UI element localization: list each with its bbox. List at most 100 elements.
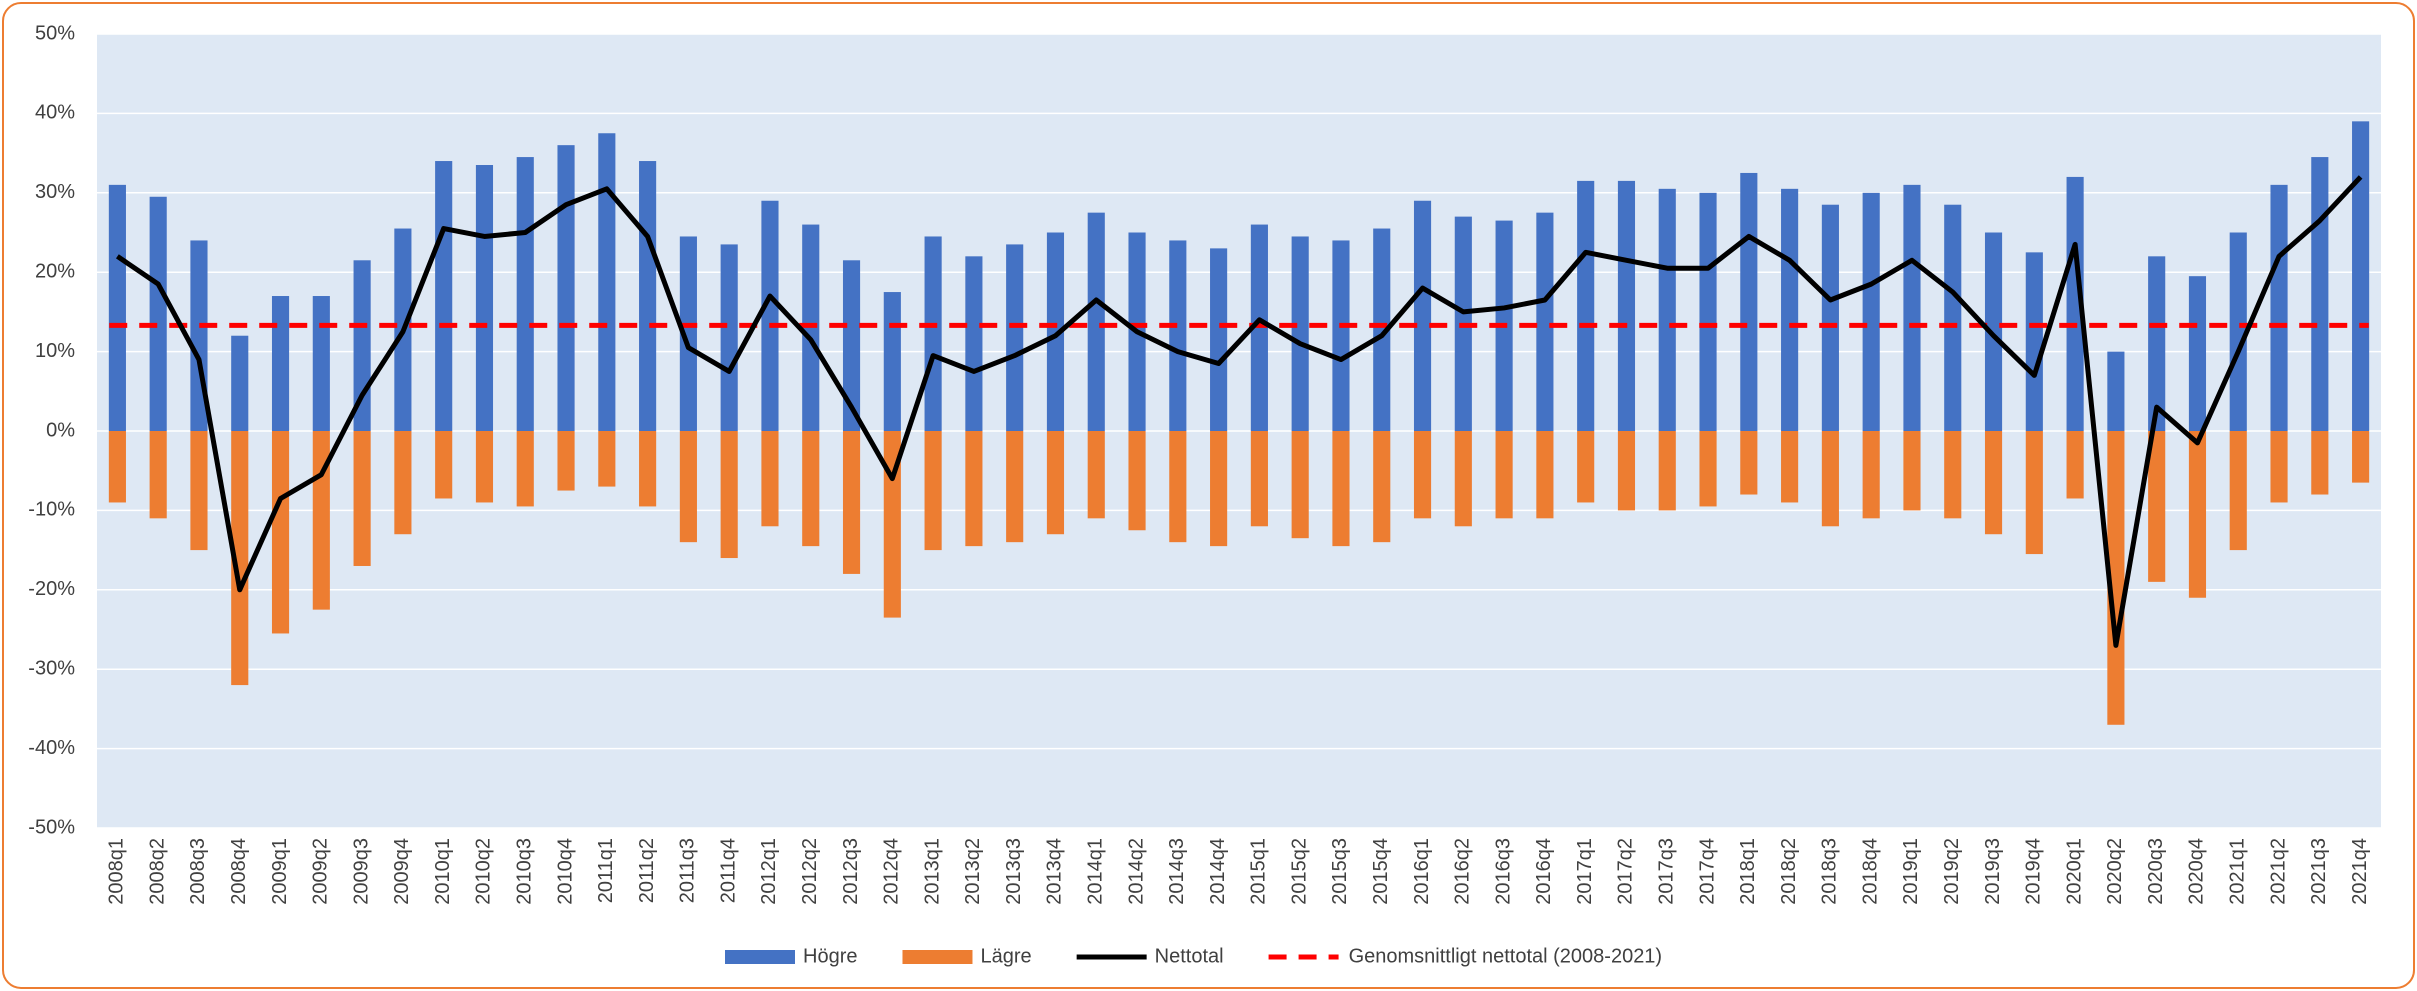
x-tick-label: 2021q1 <box>2227 838 2249 905</box>
x-tick-label: 2008q1 <box>106 838 128 905</box>
bar <box>271 296 290 431</box>
x-tick-label: 2013q1 <box>921 838 943 905</box>
bar <box>1046 431 1065 535</box>
x-tick-label: 2017q4 <box>1696 838 1718 905</box>
bar <box>394 431 412 535</box>
x-tick-label: 2014q1 <box>1085 838 1107 905</box>
x-tick-label: 2016q1 <box>1411 838 1433 905</box>
bar <box>1699 192 1717 431</box>
bar <box>2311 431 2329 495</box>
bar <box>1781 188 1799 431</box>
bar <box>1862 431 1880 519</box>
x-tick-label: 2011q4 <box>717 838 739 903</box>
bar <box>1984 232 2003 431</box>
bar <box>1332 431 1350 547</box>
bar <box>679 236 697 431</box>
x-tick-label: 2015q4 <box>1370 838 1392 905</box>
bar <box>1006 431 1024 543</box>
bar <box>761 200 779 431</box>
x-tick-label: 2014q3 <box>1166 838 1188 905</box>
x-tick-label: 2014q4 <box>1207 838 1229 905</box>
bar <box>1046 232 1065 431</box>
bar <box>598 431 616 487</box>
bar <box>475 431 494 503</box>
x-tick-label: 2016q2 <box>1452 838 1474 905</box>
x-tick-label: 2015q3 <box>1329 838 1351 905</box>
bar <box>2188 431 2207 598</box>
bar <box>2311 157 2329 431</box>
y-tick-label: 10% <box>35 340 75 362</box>
bar <box>2066 176 2084 431</box>
bar <box>1658 188 1676 431</box>
bar <box>1536 431 1554 519</box>
bar <box>1862 192 1880 431</box>
x-tick-label: 2009q3 <box>350 838 372 905</box>
bar <box>475 165 494 431</box>
bar <box>720 244 738 431</box>
bar <box>1740 172 1758 431</box>
bar <box>1781 431 1799 503</box>
bar <box>1984 431 2003 535</box>
y-tick-label: -30% <box>28 657 75 679</box>
bar <box>149 196 167 431</box>
bar <box>1821 204 1839 431</box>
bar <box>516 157 534 431</box>
legend-label: Nettotal <box>1155 945 1224 967</box>
legend-label: Lägre <box>980 945 1031 967</box>
bar <box>2107 351 2125 431</box>
x-tick-label: 2013q4 <box>1044 838 1066 905</box>
bar <box>1577 180 1595 431</box>
bar <box>720 431 738 559</box>
bar <box>1250 431 1268 527</box>
bar <box>1332 240 1350 431</box>
x-tick-label: 2014q2 <box>1125 838 1147 905</box>
bar <box>1658 431 1676 511</box>
y-tick-label: 20% <box>35 260 75 282</box>
bar <box>1903 431 1921 511</box>
x-tick-label: 2017q1 <box>1574 838 1596 905</box>
x-tick-label: 2021q4 <box>2349 838 2371 905</box>
x-tick-label: 2015q1 <box>1248 838 1270 905</box>
x-tick-label: 2019q3 <box>1982 838 2004 905</box>
x-tick-label: 2008q2 <box>146 838 168 905</box>
bar <box>2188 276 2207 431</box>
bar <box>842 431 861 574</box>
x-tick-label: 2015q2 <box>1288 838 1310 905</box>
x-tick-label: 2012q1 <box>758 838 780 905</box>
x-tick-label: 2020q3 <box>2145 838 2167 905</box>
bar <box>965 431 983 547</box>
bar <box>1087 212 1105 431</box>
bar <box>1454 431 1472 527</box>
x-tick-label: 2010q3 <box>514 838 536 905</box>
bar <box>1006 244 1024 431</box>
bar <box>1413 431 1432 519</box>
bar <box>231 431 249 686</box>
bar <box>761 431 779 527</box>
y-tick-label: -40% <box>28 737 75 759</box>
bar <box>883 292 901 431</box>
bar <box>2025 431 2043 555</box>
x-tick-label: 2010q4 <box>554 838 576 905</box>
x-tick-label: 2016q3 <box>1492 838 1514 905</box>
x-tick-label: 2010q2 <box>473 838 495 905</box>
y-tick-label: 0% <box>46 419 75 441</box>
bar <box>557 431 575 491</box>
bar <box>1617 180 1636 431</box>
x-tick-label: 2020q4 <box>2186 838 2208 905</box>
x-tick-label: 2009q2 <box>310 838 332 905</box>
bar <box>883 431 901 618</box>
bar <box>1373 431 1391 543</box>
bar <box>1210 431 1228 547</box>
bar <box>1944 204 1962 431</box>
x-tick-label: 2019q2 <box>1941 838 1963 905</box>
bar <box>516 431 534 507</box>
bar <box>1903 184 1921 431</box>
bar <box>1291 431 1309 539</box>
x-tick-label: 2013q2 <box>962 838 984 905</box>
x-tick-label: 2017q3 <box>1656 838 1678 905</box>
bar <box>1699 431 1717 507</box>
bar <box>1577 431 1595 503</box>
bar <box>598 133 616 431</box>
bar <box>435 161 453 432</box>
